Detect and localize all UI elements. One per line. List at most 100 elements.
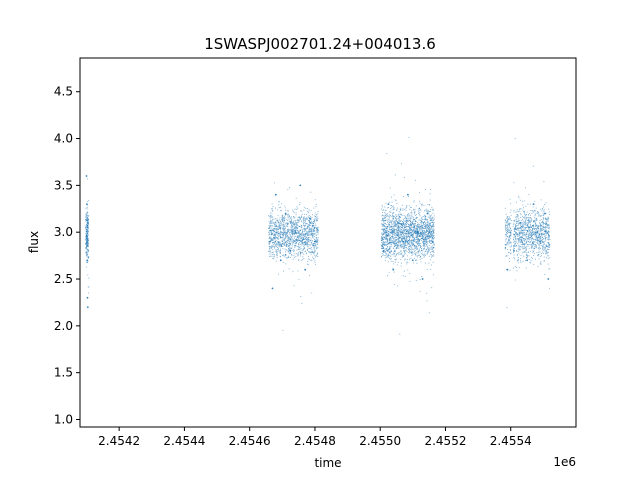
data-point <box>410 218 412 220</box>
data-point <box>271 225 273 227</box>
data-point <box>545 238 547 240</box>
data-point <box>424 241 426 243</box>
data-point <box>274 235 277 237</box>
data-point <box>306 238 308 240</box>
data-point <box>416 248 418 251</box>
data-point <box>426 300 428 302</box>
data-point <box>535 228 537 230</box>
data-point <box>403 225 406 227</box>
data-point <box>290 220 292 222</box>
data-point <box>523 223 525 225</box>
data-point <box>274 247 276 249</box>
data-point <box>413 201 415 203</box>
data-point <box>393 239 395 241</box>
data-point <box>429 220 431 222</box>
data-point <box>381 239 383 242</box>
data-point <box>306 208 309 210</box>
data-point <box>388 226 390 228</box>
data-point <box>398 211 400 213</box>
data-point <box>292 222 294 224</box>
data-point <box>310 259 312 261</box>
data-point <box>293 217 295 219</box>
data-point <box>403 270 405 272</box>
data-point <box>284 212 287 215</box>
data-point <box>85 207 87 209</box>
data-point <box>382 247 385 249</box>
data-point <box>393 225 395 227</box>
data-point <box>283 228 285 230</box>
data-point <box>393 241 395 243</box>
data-point <box>407 217 409 219</box>
data-point <box>540 260 542 262</box>
data-point <box>512 225 514 227</box>
data-point <box>424 228 426 230</box>
data-point <box>280 222 282 224</box>
data-point <box>540 208 542 210</box>
data-point <box>543 204 545 206</box>
data-point <box>401 226 403 228</box>
data-point <box>313 207 315 209</box>
data-point <box>513 210 515 212</box>
data-point <box>543 241 545 243</box>
data-point <box>314 246 316 248</box>
data-point <box>285 254 287 257</box>
data-point <box>304 223 306 225</box>
data-point <box>302 228 304 230</box>
data-point <box>432 249 434 252</box>
data-point <box>426 241 428 243</box>
data-point <box>385 237 387 239</box>
data-point <box>419 246 421 249</box>
data-point <box>384 259 386 261</box>
data-point <box>394 199 396 201</box>
data-point <box>392 234 394 236</box>
data-point <box>433 234 435 236</box>
data-point <box>548 208 550 210</box>
data-point <box>296 224 298 226</box>
data-point <box>522 241 524 243</box>
data-point <box>287 222 289 224</box>
data-point <box>310 253 312 255</box>
data-point <box>294 231 296 233</box>
data-point <box>403 238 405 240</box>
data-point <box>429 231 431 234</box>
data-point <box>268 216 270 218</box>
data-point <box>390 215 392 217</box>
data-point <box>539 244 541 246</box>
data-point <box>506 268 509 271</box>
data-point <box>431 238 433 240</box>
data-point <box>274 238 276 240</box>
data-point <box>402 234 405 236</box>
data-point <box>305 242 307 244</box>
data-point <box>513 211 515 213</box>
data-point <box>542 208 544 210</box>
data-point <box>424 243 426 245</box>
data-point <box>510 233 512 235</box>
data-point <box>277 238 279 240</box>
data-point <box>85 251 88 253</box>
data-point <box>386 256 389 258</box>
data-point <box>418 231 420 233</box>
data-point <box>303 220 305 222</box>
data-point <box>412 253 414 255</box>
data-point <box>277 221 279 223</box>
data-point <box>431 230 434 232</box>
data-point <box>431 248 433 250</box>
data-point <box>276 247 279 249</box>
data-point <box>548 228 550 230</box>
data-point <box>517 248 519 250</box>
data-point <box>504 225 506 227</box>
data-point <box>383 242 385 244</box>
data-point <box>400 208 402 211</box>
data-point <box>536 247 538 249</box>
data-point <box>393 247 395 249</box>
data-point <box>315 216 317 218</box>
data-point <box>509 242 511 245</box>
data-point <box>394 221 396 223</box>
data-point <box>382 224 385 226</box>
data-point <box>506 244 508 246</box>
data-point <box>430 264 433 266</box>
data-point <box>432 225 434 227</box>
x-tick-label: 2.4550 <box>359 434 401 448</box>
data-point <box>531 243 533 245</box>
data-point <box>536 232 538 234</box>
